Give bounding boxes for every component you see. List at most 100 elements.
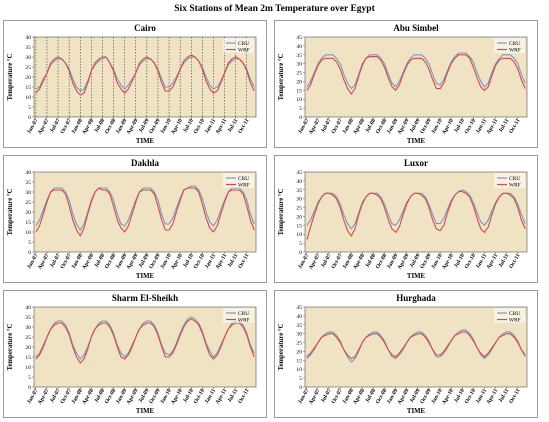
y-tick-label: 10 xyxy=(25,95,31,101)
y-tick-label: 10 xyxy=(296,232,302,238)
legend-label-cru: CRU xyxy=(238,176,249,182)
chart-panel-luxor: Luxor 0 5 10 15 20 25 30 35 40 45 Jan-07 Apr-07 Jul-0… xyxy=(274,155,538,283)
figure-title: Six Stations of Mean 2m Temperature over… xyxy=(174,4,375,14)
y-tick-label: 20 xyxy=(296,79,302,85)
legend-label-cru: CRU xyxy=(238,311,249,317)
y-tick-label: 25 xyxy=(296,341,302,347)
y-tick-label: 5 xyxy=(299,241,302,247)
series-line-wrf xyxy=(306,191,526,240)
x-tick-label: Apr-09 xyxy=(397,388,411,406)
y-tick-label: 15 xyxy=(296,358,302,364)
chart-panel-dakhla: Dakhla 0 5 10 15 20 25 30 35 40 Jan-07 Apr-07 Jul-07… xyxy=(3,155,267,283)
x-tick-label: Apr-11 xyxy=(486,118,500,136)
y-tick-label: 30 xyxy=(296,197,302,203)
x-tick-label: Apr-11 xyxy=(215,118,229,136)
x-tick-label: Oct-11 xyxy=(237,253,250,270)
y-axis-label: Temperature °C xyxy=(278,323,285,370)
y-tick-label: 30 xyxy=(25,190,31,196)
y-tick-label: 40 xyxy=(296,179,302,185)
y-axis-label: Temperature °C xyxy=(7,53,14,100)
y-axis-label: Temperature °C xyxy=(278,188,285,235)
y-tick-label: 10 xyxy=(25,365,31,371)
y-tick-label: 10 xyxy=(296,97,302,103)
y-axis-label: Temperature °C xyxy=(7,188,14,235)
x-tick-label: Apr-11 xyxy=(215,388,229,406)
x-tick-label: Apr-08 xyxy=(352,118,366,136)
x-tick-label: Apr-11 xyxy=(215,253,229,271)
y-tick-label: 40 xyxy=(25,170,31,176)
y-tick-label: 15 xyxy=(25,355,31,361)
y-tick-label: 40 xyxy=(25,35,31,41)
x-axis-label: TIME xyxy=(407,408,426,415)
y-tick-label: 25 xyxy=(296,206,302,212)
y-tick-label: 15 xyxy=(25,220,31,226)
series-line-wrf xyxy=(306,331,526,360)
chart-svg: Hurghada051015202530354045Jan-07Apr-07Ju… xyxy=(278,293,528,415)
x-tick-label: Oct-11 xyxy=(237,118,250,135)
x-axis-label: TIME xyxy=(136,408,155,415)
y-tick-label: 15 xyxy=(296,88,302,94)
x-tick-label: Apr-07 xyxy=(308,388,322,406)
x-tick-label: Apr-11 xyxy=(486,253,500,271)
y-tick-label: 30 xyxy=(25,55,31,61)
x-tick-label: Apr-08 xyxy=(81,253,95,271)
y-tick-label: 35 xyxy=(25,315,31,321)
x-tick-label: Apr-07 xyxy=(37,118,51,136)
y-tick-label: 25 xyxy=(25,200,31,206)
legend-label-wrf: WRF xyxy=(509,48,521,54)
chart-svg: Luxor051015202530354045Jan-07Apr-07Jul-0… xyxy=(278,158,528,280)
y-tick-label: 5 xyxy=(28,375,31,381)
chart-title: Dakhla xyxy=(131,158,160,168)
y-tick-label: 30 xyxy=(296,62,302,68)
series-line-wrf xyxy=(35,318,255,364)
series-line-cru xyxy=(306,52,526,90)
chart-title: Hurghada xyxy=(396,293,436,303)
x-tick-label: Apr-10 xyxy=(170,253,184,271)
series-line-cru xyxy=(35,56,255,92)
chart-title: Luxor xyxy=(404,158,428,168)
y-tick-label: 20 xyxy=(25,75,31,81)
x-tick-label: Apr-07 xyxy=(37,388,51,406)
x-axis-label: TIME xyxy=(136,138,155,145)
y-tick-label: 15 xyxy=(296,223,302,229)
legend-label-wrf: WRF xyxy=(238,48,250,54)
x-axis-label: TIME xyxy=(407,138,426,145)
x-tick-label: Oct-11 xyxy=(237,388,250,405)
x-axis-label: TIME xyxy=(136,273,155,280)
y-tick-label: 0 xyxy=(299,250,302,256)
y-tick-label: 35 xyxy=(296,323,302,329)
y-tick-label: 5 xyxy=(299,106,302,112)
legend-label-wrf: WRF xyxy=(509,318,521,324)
chart-title: Abu Simbel xyxy=(393,23,439,33)
x-tick-label: Apr-10 xyxy=(441,388,455,406)
y-tick-label: 5 xyxy=(299,376,302,382)
x-tick-label: Apr-10 xyxy=(170,388,184,406)
y-axis-label: Temperature °C xyxy=(278,53,285,100)
x-tick-label: Oct-11 xyxy=(508,118,521,135)
y-tick-label: 25 xyxy=(25,65,31,71)
y-tick-label: 25 xyxy=(296,71,302,77)
y-tick-label: 10 xyxy=(296,367,302,373)
x-tick-label: Apr-08 xyxy=(81,388,95,406)
x-tick-label: Apr-10 xyxy=(441,118,455,136)
y-tick-label: 0 xyxy=(28,385,31,391)
x-tick-label: Apr-10 xyxy=(170,118,184,136)
x-tick-label: Oct-11 xyxy=(508,388,521,405)
y-tick-label: 15 xyxy=(25,85,31,91)
x-tick-label: Apr-09 xyxy=(397,118,411,136)
y-tick-label: 20 xyxy=(296,214,302,220)
y-tick-label: 0 xyxy=(28,250,31,256)
y-tick-label: 40 xyxy=(296,314,302,320)
series-line-wrf xyxy=(35,54,255,96)
x-tick-label: Apr-11 xyxy=(486,388,500,406)
chart-svg: Cairo0510152025303540Jan-07Apr-07Jul-07O… xyxy=(7,23,257,145)
y-tick-label: 45 xyxy=(296,35,302,41)
chart-svg: Dakhla0510152025303540Jan-07Apr-07Jul-07… xyxy=(7,158,257,280)
y-tick-label: 45 xyxy=(296,305,302,311)
series-line-cru xyxy=(35,316,255,360)
x-tick-label: Apr-09 xyxy=(126,253,140,271)
y-tick-label: 20 xyxy=(25,345,31,351)
y-tick-label: 0 xyxy=(299,385,302,391)
plot-area xyxy=(33,306,257,388)
y-tick-label: 5 xyxy=(28,105,31,111)
